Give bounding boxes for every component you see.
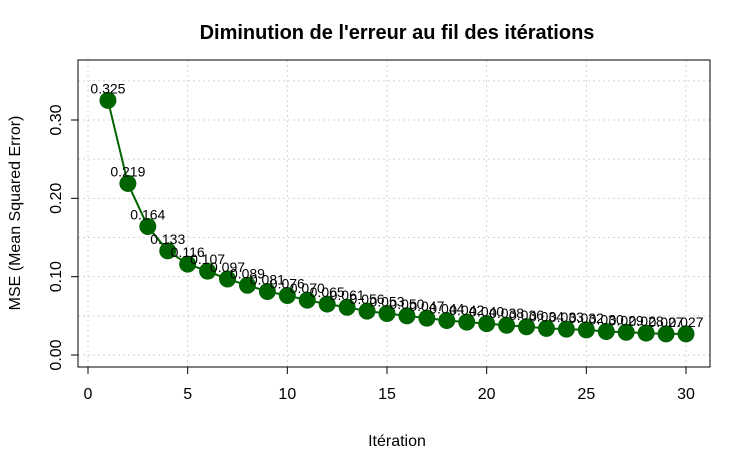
data-point-7 (219, 270, 237, 288)
data-point-30 (677, 325, 695, 343)
data-point-25 (577, 321, 595, 339)
data-label-23: 0.034 (529, 308, 564, 324)
x-tick-label-4: 20 (478, 386, 496, 403)
y-tick-label-2: 0.20 (48, 183, 65, 214)
data-point-24 (557, 320, 575, 338)
data-point-20 (478, 315, 496, 333)
x-tick-label-0: 0 (84, 386, 93, 403)
data-label-26: 0.030 (589, 312, 624, 328)
data-label-18: 0.044 (429, 301, 464, 317)
data-labels: 0.325 0.219 0.164 0.1330.1160.1070.0970.089… (90, 80, 703, 329)
data-label-15: 0.053 (369, 293, 404, 309)
data-point-21 (498, 316, 516, 334)
data-point-14 (358, 302, 376, 320)
data-label-14: 0.056 (350, 291, 385, 307)
data-label-4: 0.133 (150, 231, 185, 247)
data-label-9: 0.081 (250, 272, 285, 288)
data-label-7: 0.097 (210, 259, 245, 275)
data-point-28 (637, 324, 655, 342)
data-point-29 (657, 325, 675, 343)
data-point-17 (418, 309, 436, 327)
data-label-30: 0.027 (668, 314, 703, 330)
data-label-5: 0.116 (171, 244, 205, 260)
data-label-2: 0.219 (110, 163, 145, 179)
y-tick-label-1: 0.10 (48, 261, 65, 292)
data-point-3 (139, 218, 157, 236)
data-point-12 (318, 295, 336, 313)
x-axis: 0 5 10 15 20 25 30 (84, 366, 695, 403)
data-label-28: 0.028 (629, 313, 664, 329)
data-point-5 (179, 255, 197, 273)
x-axis-label: Itération (368, 433, 426, 450)
data-point-19 (458, 313, 476, 331)
y-tick-label-0: 0.00 (48, 339, 65, 370)
data-label-10: 0.076 (270, 275, 305, 291)
data-label-25: 0.032 (569, 310, 604, 326)
data-label-20: 0.040 (469, 304, 504, 320)
data-label-12: 0.065 (310, 284, 345, 300)
data-label-13: 0.061 (330, 287, 365, 303)
x-tick-label-6: 30 (677, 386, 695, 403)
y-tick-label-3: 0.30 (48, 104, 65, 135)
data-point-13 (338, 298, 356, 316)
x-tick-label-1: 5 (183, 386, 192, 403)
data-point-11 (298, 291, 316, 309)
x-tick-label-2: 10 (278, 386, 296, 403)
data-label-3: 0.164 (130, 207, 165, 223)
data-points (99, 91, 695, 343)
data-point-1 (99, 91, 117, 109)
data-point-9 (258, 283, 276, 301)
data-point-23 (537, 319, 555, 337)
data-point-27 (617, 323, 635, 341)
y-axis-label: MSE (Mean Squared Error) (7, 116, 24, 311)
y-axis: 0.00 0.10 0.20 0.30 (48, 104, 79, 371)
data-label-27: 0.029 (609, 312, 644, 328)
data-label-29: 0.027 (649, 314, 684, 330)
grid (78, 60, 710, 367)
x-tick-label-3: 15 (378, 386, 396, 403)
data-label-11: 0.070 (290, 280, 325, 296)
x-tick-label-5: 25 (577, 386, 595, 403)
data-point-6 (199, 262, 217, 280)
data-point-10 (278, 286, 296, 304)
data-label-19: 0.042 (449, 302, 484, 318)
data-label-16: 0.050 (389, 296, 424, 312)
data-label-21: 0.038 (489, 305, 524, 321)
data-point-15 (378, 304, 396, 322)
data-label-17: 0.047 (409, 298, 444, 314)
data-point-2 (119, 174, 137, 192)
data-point-22 (518, 318, 536, 336)
data-point-4 (159, 242, 177, 260)
data-label-8: 0.089 (230, 265, 265, 281)
data-label-1: 0.325 (90, 80, 125, 96)
chart-title: Diminution de l'erreur au fil des itérat… (200, 22, 595, 44)
data-point-18 (438, 312, 456, 330)
data-point-26 (597, 323, 615, 340)
data-label-24: 0.033 (549, 309, 584, 325)
data-point-8 (238, 276, 256, 294)
data-label-6: 0.107 (190, 251, 225, 267)
data-point-16 (398, 307, 416, 325)
data-label-22: 0.036 (509, 307, 544, 323)
